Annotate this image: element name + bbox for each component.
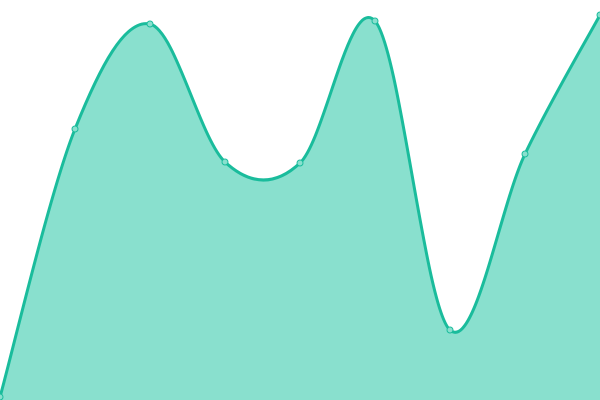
data-point [446, 326, 454, 334]
data-point [221, 158, 229, 166]
data-point [0, 393, 4, 400]
data-point [296, 159, 304, 167]
data-point [596, 11, 600, 19]
area-line [0, 14, 600, 398]
area-fill [0, 15, 600, 400]
data-point [371, 17, 379, 25]
data-point [146, 20, 154, 28]
data-point [521, 150, 529, 158]
data-point [71, 125, 79, 133]
